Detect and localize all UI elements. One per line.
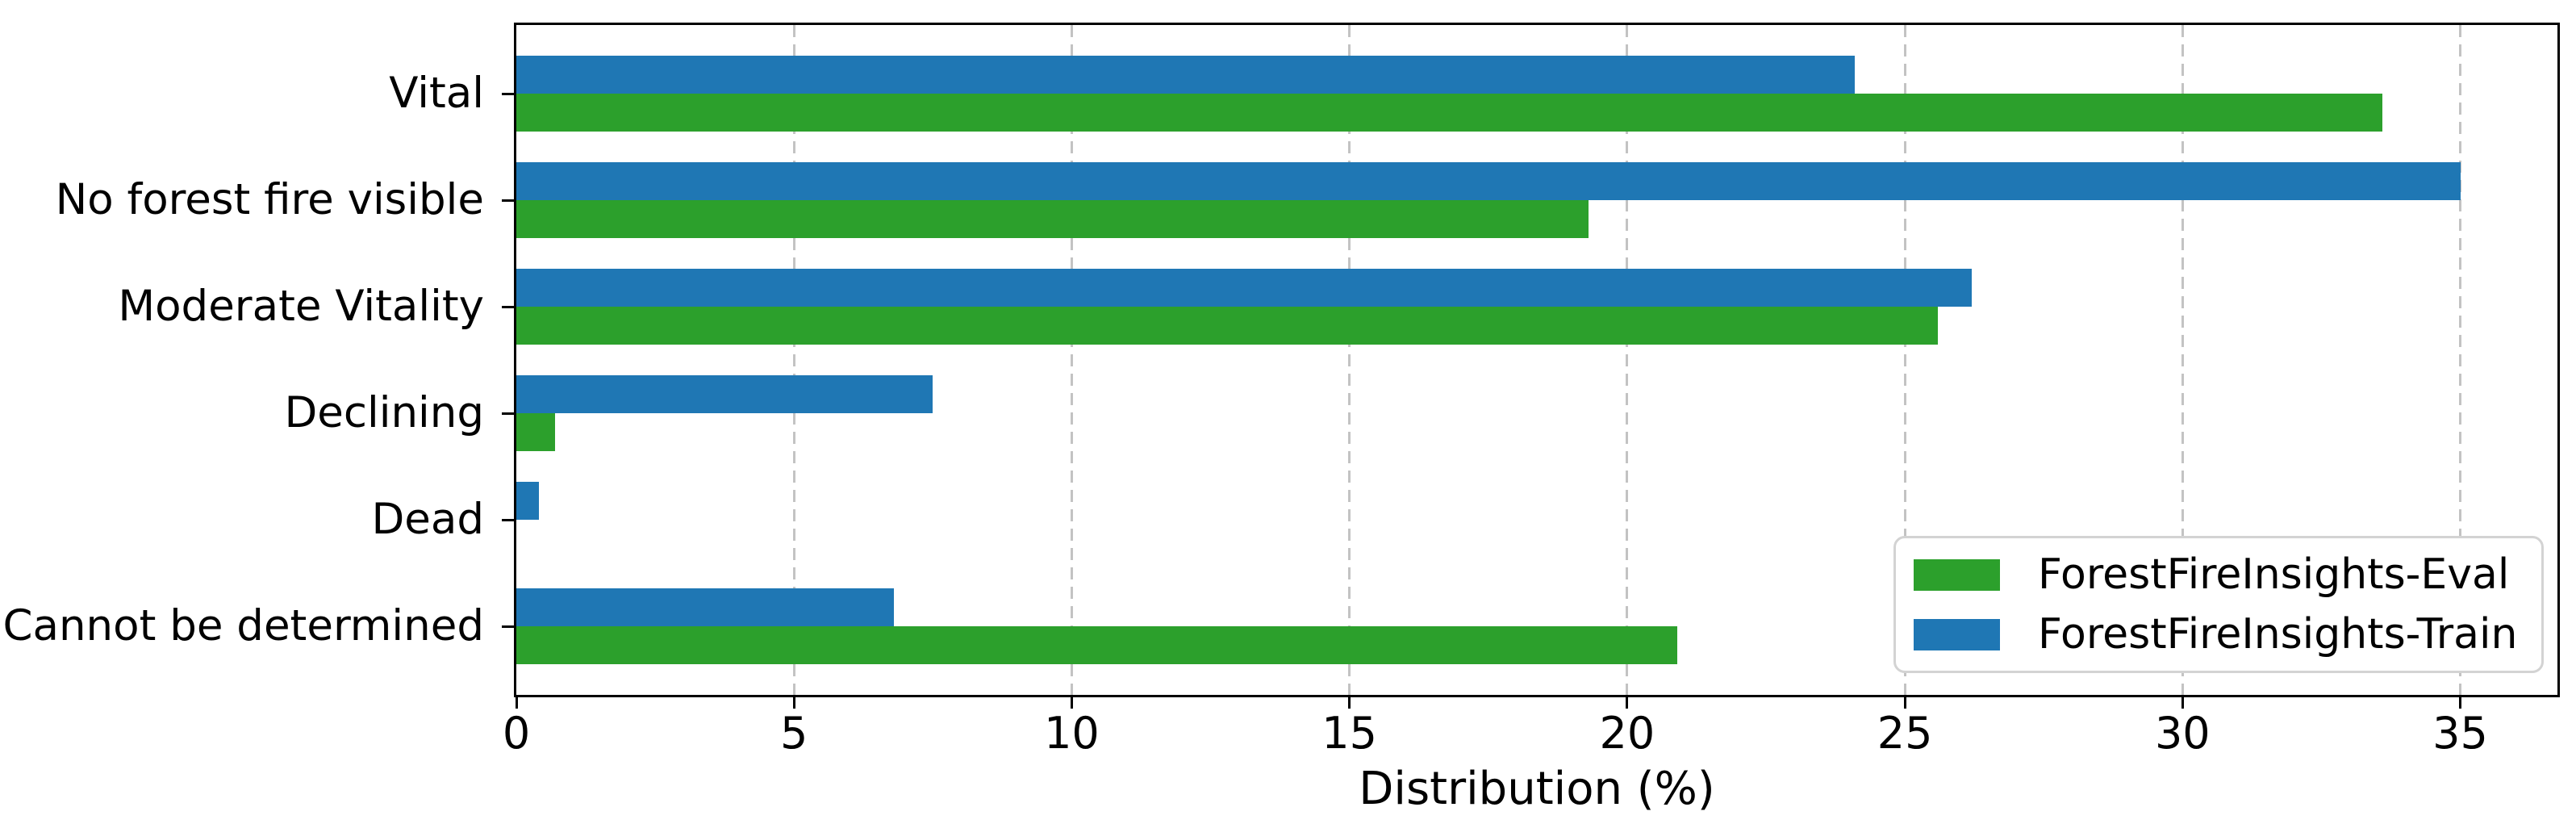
legend-label-train: ForestFireInsights-Train (2038, 610, 2518, 659)
bar-train-2 (516, 269, 1972, 307)
xtick-mark-20 (1626, 695, 1629, 709)
category-label-4: Dead (371, 495, 484, 545)
legend-label-eval: ForestFireInsights-Eval (2038, 550, 2510, 599)
gridline-25 (1903, 25, 1906, 695)
xtick-label-25: 25 (1877, 708, 1933, 759)
ytick-mark-1 (502, 199, 516, 202)
bar-eval-2 (516, 307, 1939, 345)
xtick-mark-0 (515, 695, 518, 709)
legend-entry-eval: ForestFireInsights-Eval (1896, 550, 2541, 599)
bar-train-5 (516, 588, 895, 627)
legend-swatch-train (1914, 618, 2000, 650)
bar-train-3 (516, 375, 933, 414)
xtick-mark-35 (2459, 695, 2462, 709)
xtick-label-35: 35 (2432, 708, 2488, 759)
bar-eval-5 (516, 626, 1677, 665)
bar-train-1 (516, 162, 2461, 201)
xtick-mark-30 (2181, 695, 2184, 709)
category-label-3: Declining (284, 388, 484, 438)
xtick-mark-5 (792, 695, 795, 709)
ytick-mark-5 (502, 625, 516, 628)
xtick-label-5: 5 (780, 708, 808, 759)
xtick-label-15: 15 (1321, 708, 1377, 759)
legend-swatch-eval (1914, 558, 2000, 591)
ytick-mark-0 (502, 92, 516, 95)
xtick-mark-10 (1070, 695, 1073, 709)
ytick-mark-3 (502, 412, 516, 415)
gridline-35 (2459, 25, 2462, 695)
xtick-label-10: 10 (1044, 708, 1100, 759)
gridline-20 (1626, 25, 1629, 695)
bar-train-4 (516, 482, 539, 521)
category-label-2: Moderate Vitality (118, 282, 484, 332)
category-label-1: No forest fire visible (55, 175, 484, 225)
gridline-10 (1070, 25, 1073, 695)
bar-eval-1 (516, 200, 1589, 239)
bar-eval-0 (516, 94, 2383, 132)
xtick-label-30: 30 (2154, 708, 2211, 759)
gridline-15 (1348, 25, 1351, 695)
category-label-0: Vital (389, 69, 484, 119)
category-label-5: Cannot be determined (2, 601, 484, 651)
ytick-mark-4 (502, 518, 516, 521)
plot-area (516, 25, 2557, 695)
xtick-label-0: 0 (502, 708, 531, 759)
x-axis-title: Distribution (%) (1359, 763, 1715, 815)
gridline-30 (2181, 25, 2184, 695)
xtick-mark-15 (1348, 695, 1351, 709)
gridline-5 (792, 25, 795, 695)
xtick-mark-25 (1903, 695, 1906, 709)
bar-train-0 (516, 56, 1856, 94)
ytick-mark-2 (502, 305, 516, 308)
xtick-label-20: 20 (1599, 708, 1655, 759)
legend: ForestFireInsights-Eval ForestFireInsigh… (1893, 536, 2544, 673)
bar-eval-3 (516, 413, 556, 452)
legend-entry-train: ForestFireInsights-Train (1896, 610, 2541, 659)
